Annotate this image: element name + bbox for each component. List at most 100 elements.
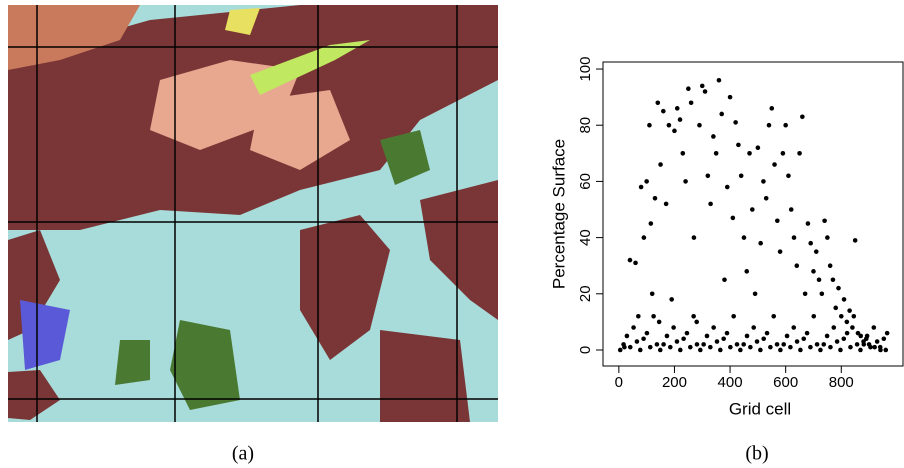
point	[833, 305, 839, 311]
x-axis-label: Grid cell	[729, 399, 791, 418]
point	[704, 333, 710, 339]
point	[667, 344, 673, 350]
point	[741, 235, 747, 240]
point	[699, 83, 705, 89]
point	[811, 313, 817, 319]
point	[852, 238, 858, 243]
point	[733, 120, 738, 125]
point	[811, 269, 816, 274]
point	[816, 277, 822, 283]
point	[872, 344, 877, 350]
point	[648, 221, 654, 226]
point	[841, 297, 847, 302]
point	[744, 269, 750, 274]
point	[771, 313, 777, 319]
point	[871, 325, 877, 330]
point	[711, 325, 716, 330]
point	[655, 100, 661, 106]
point	[701, 342, 706, 347]
point	[674, 106, 680, 111]
point	[777, 249, 783, 254]
y-axis-label: Percentage Surface	[549, 139, 568, 289]
point	[698, 347, 703, 353]
point	[783, 122, 788, 128]
point	[617, 347, 623, 353]
point	[824, 333, 830, 339]
point	[731, 313, 736, 319]
x-tick-label: 800	[829, 374, 854, 391]
point	[766, 122, 772, 128]
point	[624, 333, 630, 339]
point	[638, 184, 644, 190]
point	[621, 342, 626, 347]
x-tick-label: 600	[773, 374, 798, 391]
point	[641, 336, 646, 342]
point	[721, 336, 726, 342]
point	[761, 179, 766, 184]
point	[644, 330, 650, 336]
y-tick-label: 20	[577, 285, 594, 302]
point	[683, 179, 688, 184]
point	[672, 128, 677, 134]
point	[708, 344, 713, 350]
point	[847, 308, 852, 313]
point	[741, 342, 746, 347]
point	[797, 151, 802, 156]
point	[827, 263, 833, 268]
point	[774, 342, 780, 347]
point	[637, 347, 643, 353]
point	[636, 313, 641, 319]
point	[754, 339, 760, 344]
point	[684, 330, 690, 336]
point	[858, 333, 864, 339]
point	[800, 114, 805, 120]
point	[768, 344, 773, 350]
point	[752, 291, 758, 297]
point	[736, 142, 741, 148]
point	[738, 347, 743, 353]
point	[781, 342, 787, 347]
point	[651, 313, 656, 319]
land-cover-map	[8, 5, 498, 422]
point	[831, 325, 837, 330]
point	[751, 325, 756, 330]
point	[681, 336, 686, 342]
point	[666, 122, 672, 128]
point	[688, 100, 694, 106]
point	[631, 325, 636, 330]
point	[830, 277, 836, 283]
caption: (a)	[232, 443, 254, 465]
point	[656, 319, 662, 325]
point	[708, 201, 713, 207]
y-tick-label: 80	[577, 117, 594, 134]
point	[671, 325, 676, 330]
point	[727, 94, 733, 100]
point	[794, 263, 800, 268]
point	[758, 347, 763, 353]
point	[838, 313, 844, 319]
y-tick-label: 60	[577, 173, 594, 190]
point	[664, 333, 670, 339]
point	[864, 333, 870, 339]
point	[821, 342, 827, 347]
point	[661, 342, 666, 347]
point	[851, 313, 857, 319]
point	[808, 240, 813, 246]
point	[691, 235, 697, 240]
point	[763, 195, 769, 201]
point	[738, 173, 744, 179]
point	[761, 336, 767, 342]
point	[883, 347, 889, 353]
point	[784, 333, 790, 339]
point	[808, 344, 813, 350]
point	[854, 342, 860, 347]
x-tick-label: 0	[615, 374, 623, 391]
point	[874, 339, 880, 344]
point	[680, 151, 686, 156]
point	[647, 122, 652, 128]
point	[813, 249, 819, 254]
y-tick-label: 0	[577, 346, 594, 354]
point	[663, 201, 669, 207]
point	[711, 134, 716, 139]
